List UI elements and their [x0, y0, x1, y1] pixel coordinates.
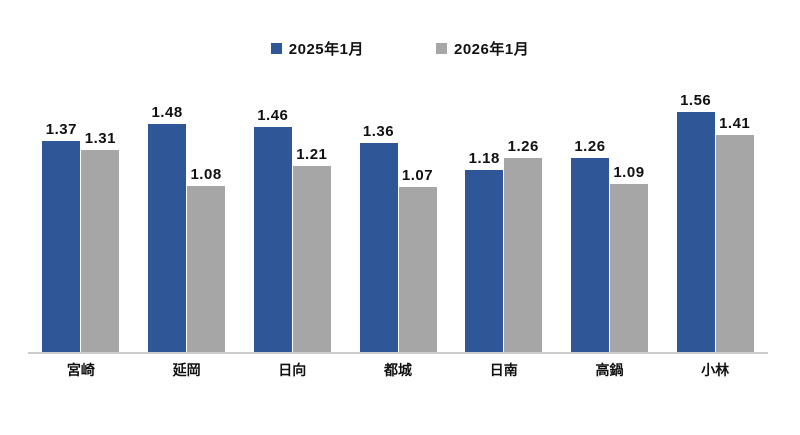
bar-2025年1月-延岡: [148, 124, 187, 352]
bar-group: 1.26 1.09: [557, 86, 663, 352]
plot-area: 1.37 1.31 1.48 1.08 1.46 1.21 1.36: [28, 86, 768, 352]
bar-value-label: 1.41: [719, 115, 751, 132]
bar-value-label: 1.48: [151, 104, 183, 121]
bar-column: 1.08: [187, 166, 226, 352]
bar-2025年1月-高鍋: [570, 158, 609, 352]
bar-value-label: 1.08: [190, 166, 222, 183]
bar-group: 1.37 1.31: [28, 86, 134, 352]
bar-2026年1月-延岡: [187, 186, 226, 352]
bar-column: 1.18: [465, 150, 504, 352]
bar-value-label: 1.18: [468, 150, 500, 167]
legend-swatch-icon: [436, 43, 447, 54]
legend-swatch-icon: [270, 43, 282, 54]
bar-column: 1.09: [609, 164, 648, 352]
bar-column: 1.37: [42, 121, 81, 352]
category-label: 都城: [384, 362, 413, 378]
bar-group: 1.18 1.26: [451, 86, 557, 352]
bar-column: 1.56: [676, 92, 715, 352]
legend-item: 2025年1月: [270, 38, 364, 59]
bar-2026年1月-宮崎: [81, 150, 120, 352]
bar-2026年1月-都城: [398, 187, 437, 352]
bar-2025年1月-都城: [359, 143, 398, 352]
chart-legend: 2025年1月 2026年1月: [0, 38, 800, 59]
category-label: 日南: [489, 362, 518, 378]
bar-value-label: 1.26: [507, 138, 539, 155]
category-label: 高鍋: [595, 362, 624, 378]
category-label: 延岡: [172, 362, 201, 378]
bar-value-label: 1.37: [45, 121, 77, 138]
category-label: 宮崎: [66, 362, 95, 378]
bar-value-label: 1.21: [296, 146, 328, 163]
legend-label: 2026年1月: [454, 41, 530, 58]
bar-2025年1月-日南: [465, 170, 504, 352]
bar-2026年1月-日向: [292, 166, 331, 352]
bar-column: 1.48: [148, 104, 187, 352]
legend-label: 2025年1月: [288, 41, 364, 58]
bar-value-label: 1.09: [613, 164, 645, 181]
bar-column: 1.31: [81, 130, 120, 352]
bar-column: 1.26: [570, 138, 609, 352]
legend-item: 2026年1月: [436, 38, 529, 59]
x-axis-line: [28, 352, 768, 354]
category-label: 日向: [278, 362, 307, 378]
bar-column: 1.07: [398, 167, 437, 352]
bar-2026年1月-高鍋: [609, 184, 648, 352]
bar-group: 1.48 1.08: [134, 86, 240, 352]
bar-value-label: 1.07: [401, 167, 434, 184]
bar-column: 1.36: [359, 123, 398, 352]
category-label: 小林: [701, 362, 730, 378]
bar-value-label: 1.31: [84, 130, 116, 147]
bar-value-label: 1.36: [362, 123, 395, 140]
bar-value-label: 1.46: [257, 107, 289, 124]
bar-2026年1月-日南: [504, 158, 543, 352]
bar-group: 1.56 1.41: [662, 86, 768, 352]
bar-value-label: 1.26: [574, 138, 606, 155]
category-axis: 宮崎 延岡 日向 都城 日南 高鍋 小林: [28, 360, 768, 380]
bar-2026年1月-小林: [715, 135, 754, 352]
bar-column: 1.46: [253, 107, 292, 352]
bar-column: 1.26: [504, 138, 543, 352]
bar-group: 1.36 1.07: [345, 86, 451, 352]
bar-value-label: 1.56: [680, 92, 712, 109]
bar-2025年1月-小林: [676, 112, 715, 352]
bar-column: 1.21: [292, 146, 331, 352]
bar-2025年1月-日向: [253, 127, 292, 352]
bar-group: 1.46 1.21: [239, 86, 345, 352]
bar-column: 1.41: [715, 115, 754, 352]
bar-2025年1月-宮崎: [42, 141, 81, 352]
